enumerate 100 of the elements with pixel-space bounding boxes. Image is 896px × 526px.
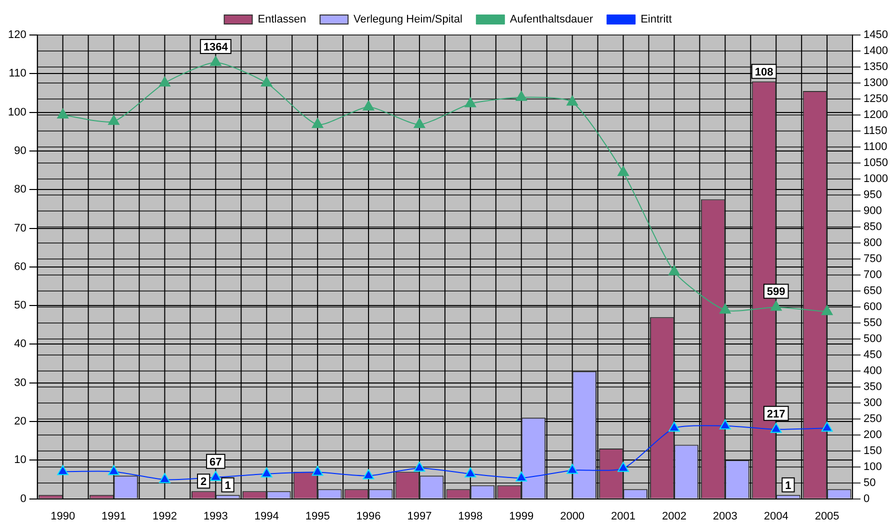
y-tick-label: 0 [20,492,26,505]
y-tick-label: 10 [14,454,26,466]
data-label: 1364 [203,42,229,54]
x-tick-label: 1998 [458,510,483,522]
y2-tick-label: 1150 [864,124,888,137]
legend-label: Aufenthaltsdauer [510,14,594,26]
x-tick-label: 1993 [203,510,228,522]
point [821,305,833,316]
y2-tick-label: 800 [864,236,882,249]
y2-tick-label: 550 [864,316,882,329]
point [566,96,578,106]
point [159,473,170,484]
y2-tick-label: 400 [864,364,882,377]
y-tick-label: 110 [8,68,26,80]
legend-label: Entlassen [258,14,306,26]
y2-tick-label: 750 [864,252,882,265]
y2-tick-label: 100 [864,460,882,473]
y2-tick-label: 1450 [864,29,888,42]
y2-tick-label: 1250 [864,93,888,106]
y-tick-label: 60 [14,260,26,273]
point [414,118,426,128]
point [108,114,120,125]
x-tick-label: 1992 [152,510,177,522]
point [516,472,528,482]
x-tick-label: 1997 [407,510,432,522]
point [260,467,272,478]
x-tick-label: 1999 [509,510,534,522]
y2-tick-label: 1000 [864,172,888,185]
y-tick-label: 100 [8,106,26,118]
point [260,76,272,86]
data-label: 67 [210,456,222,468]
y2-tick-label: 200 [864,428,882,441]
point [719,304,731,314]
point [57,465,69,476]
x-tick-label: 2000 [560,510,585,522]
point [618,166,629,176]
point [210,56,222,66]
x-tick-label: 2005 [814,510,840,522]
point [57,108,69,118]
y2-tick-label: 1100 [864,140,888,153]
point [464,97,476,108]
legend-label: Verlegung Heim/Spital [354,14,462,26]
data-label: 1 [224,480,231,492]
point [668,265,680,276]
data-label: 108 [754,66,774,78]
x-tick-label: 1994 [254,510,279,522]
point [108,465,120,476]
y2-tick-label: 0 [864,492,870,505]
point [770,422,782,433]
point [414,462,426,472]
y2-tick-label: 150 [864,444,882,457]
legend-label: Eintritt [640,14,672,26]
point [362,100,374,110]
y2-tick-label: 950 [864,188,882,201]
y2-tick-label: 250 [864,412,882,425]
x-tick-label: 2004 [764,510,788,522]
point [668,422,680,432]
y2-tick-label: 850 [864,220,882,233]
y2-tick-label: 600 [864,300,882,313]
y-tick-label: 20 [14,416,26,428]
y-tick-label: 90 [14,144,26,157]
point [821,422,833,432]
point [362,469,374,480]
y2-tick-label: 450 [864,348,882,361]
x-tick-label: 2002 [662,510,686,522]
y-tick-label: 70 [14,222,26,234]
y-tick-label: 30 [14,376,26,389]
point [618,462,629,472]
point [312,466,324,476]
y2-tick-label: 700 [864,268,882,281]
y-tick-label: 80 [14,184,26,196]
y2-tick-label: 350 [864,380,882,393]
x-tick-label: 1990 [50,510,76,522]
data-label: 1 [785,480,792,492]
point [516,90,528,101]
data-label: 217 [766,408,786,420]
y-tick-label: 50 [14,300,26,312]
y2-tick-label: 1350 [864,61,888,74]
y2-tick-label: 1200 [864,108,888,121]
x-tick-label: 2001 [611,510,636,522]
x-tick-label: 2003 [712,510,738,522]
y-tick-label: 120 [8,29,26,42]
data-label: 599 [766,286,786,298]
point [464,467,476,478]
y2-tick-label: 300 [864,396,882,409]
y2-tick-label: 900 [864,204,882,217]
y2-tick-label: 500 [864,332,882,345]
point [312,118,324,128]
y2-tick-label: 1300 [864,77,888,90]
data-label: 2 [200,476,207,488]
x-tick-label: 1996 [356,510,381,522]
point [159,76,170,86]
y2-tick-label: 50 [864,476,876,489]
point [210,470,222,481]
point [719,419,731,430]
y-tick-label: 40 [14,338,26,350]
y2-tick-label: 1400 [864,45,888,58]
point [566,464,578,474]
x-tick-label: 1991 [102,510,126,522]
point [770,300,782,311]
